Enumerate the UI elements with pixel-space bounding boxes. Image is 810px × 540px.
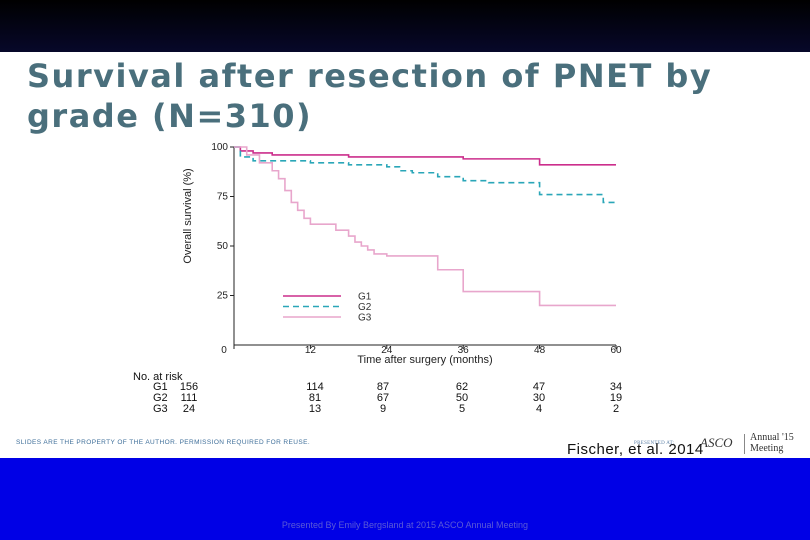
copyright-disclaimer: SLIDES ARE THE PROPERTY OF THE AUTHOR. P…: [16, 439, 311, 446]
bottom-banner: [0, 458, 810, 540]
y-tick-label: 50: [217, 241, 229, 252]
x-tick-label: 36: [458, 345, 470, 356]
risk-cell: 81: [309, 392, 321, 404]
y-tick-label: 75: [217, 192, 229, 203]
risk-row-label: G1: [153, 381, 168, 393]
survival-curve-g2: [234, 146, 616, 204]
presenter-footer: Presented By Emily Bergsland at 2015 ASC…: [281, 520, 529, 530]
x-tick-label: 48: [534, 345, 546, 356]
risk-cell: 47: [533, 381, 545, 393]
risk-cell: 2: [613, 403, 619, 415]
risk-cell: 13: [309, 403, 321, 415]
risk-cell: 19: [610, 392, 622, 404]
logo-divider: [744, 434, 745, 454]
x-tick-label: 0: [221, 345, 227, 356]
top-banner: [0, 0, 810, 52]
logo-brand: ASCO: [700, 435, 733, 450]
legend-label-g3: G3: [358, 313, 372, 324]
slide-title: Survival after resection of PNET by grad…: [27, 56, 747, 136]
citation: Fischer, et al. 2014: [567, 441, 704, 458]
risk-cell: 4: [536, 403, 542, 415]
legend-label-g2: G2: [358, 302, 372, 313]
y-axis-label: Overall survival (%): [182, 168, 194, 263]
survival-curve-g3: [234, 146, 616, 307]
y-tick-label: 25: [217, 291, 229, 302]
risk-cell: 87: [377, 381, 389, 393]
risk-row-label: G3: [153, 403, 168, 415]
risk-table-title: No. at risk: [133, 371, 183, 383]
slide-title-line-2: grade (N=310): [27, 97, 313, 135]
risk-cell: 24: [183, 403, 195, 415]
legend-label-g1: G1: [358, 292, 372, 303]
survival-curve-g1: [234, 146, 616, 166]
logo-annual-meeting: Annual '15 Meeting: [750, 432, 794, 454]
risk-cell: 67: [377, 392, 389, 404]
risk-cell: 5: [459, 403, 465, 415]
x-tick-label: 60: [610, 345, 622, 356]
x-tick-label: 24: [381, 345, 393, 356]
risk-cell: 111: [181, 392, 198, 404]
risk-row-label: G2: [153, 392, 168, 404]
x-axis-label: Time after surgery (months): [357, 354, 492, 366]
risk-cell: 62: [456, 381, 468, 393]
logo-annual-line-1: Annual '15: [750, 432, 794, 443]
logo-annual-line-2: Meeting: [750, 443, 784, 454]
risk-cell: 30: [533, 392, 545, 404]
x-tick-label: 12: [305, 345, 317, 356]
risk-cell: 50: [456, 392, 468, 404]
risk-cell: 156: [180, 381, 198, 393]
risk-cell: 114: [306, 381, 324, 393]
y-tick-label: 100: [211, 142, 228, 153]
slide-title-line-1: Survival after resection of PNET by: [27, 57, 713, 95]
asco-logo: PRESENTED AT: ASCO Annual '15 Meeting: [634, 432, 804, 456]
logo-presented-at: PRESENTED AT:: [634, 441, 675, 446]
risk-cell: 9: [380, 403, 386, 415]
risk-cell: 34: [610, 381, 622, 393]
